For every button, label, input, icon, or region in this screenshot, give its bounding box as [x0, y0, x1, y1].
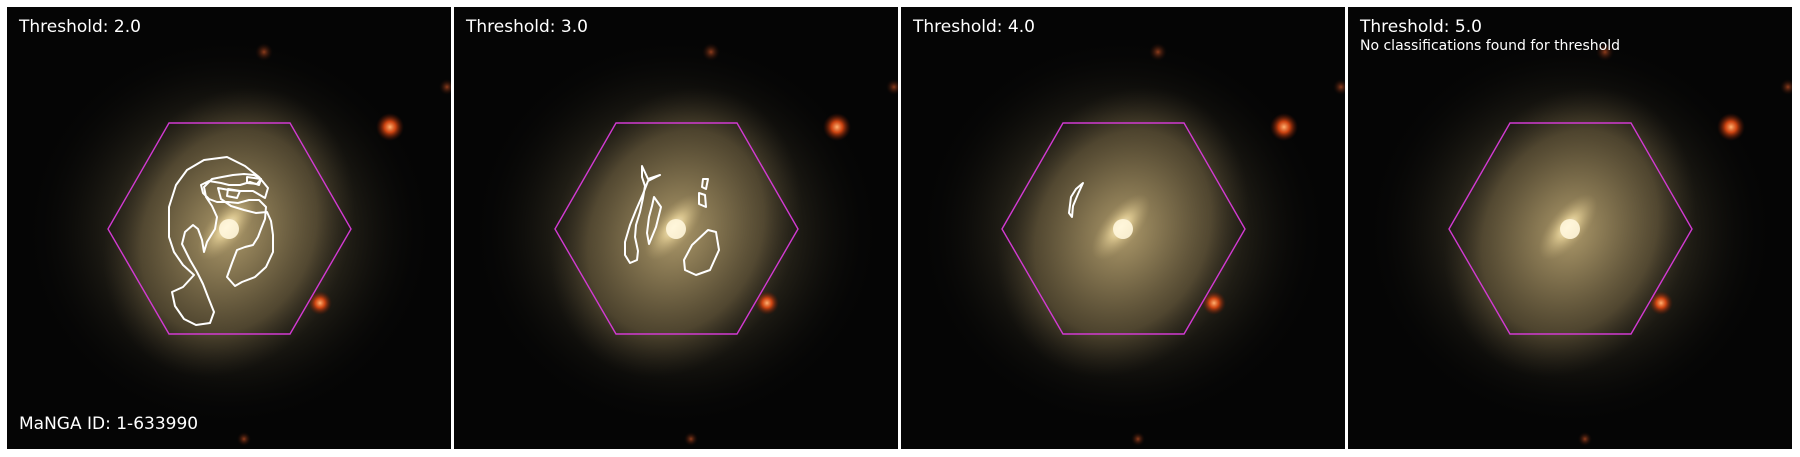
star-marker — [684, 432, 698, 446]
star-marker — [823, 113, 851, 141]
classification-contour — [624, 165, 720, 276]
star-marker — [1149, 43, 1167, 61]
star-marker — [439, 79, 451, 95]
galaxy-image-4 — [1348, 7, 1792, 449]
star-marker — [1780, 79, 1792, 95]
classification-contour — [168, 156, 274, 326]
ifu-hexagon — [1001, 122, 1246, 335]
star-marker — [1596, 43, 1614, 61]
galaxy-image-1 — [7, 7, 451, 449]
panel-threshold-3: Threshold: 3.0 — [454, 7, 898, 449]
star-marker — [376, 113, 404, 141]
star-marker — [308, 291, 332, 315]
star-marker — [1333, 79, 1345, 95]
galaxy-image-2 — [454, 7, 898, 449]
star-marker — [1270, 113, 1298, 141]
no-classifications-note: No classifications found for threshold — [1360, 38, 1620, 54]
star-marker — [1717, 113, 1745, 141]
star-marker — [237, 432, 251, 446]
star-marker — [702, 43, 720, 61]
threshold-label: Threshold: 4.0 — [913, 17, 1035, 37]
classification-contour — [1068, 182, 1084, 218]
star-marker — [1649, 291, 1673, 315]
panel-threshold-2: Threshold: 2.0 MaNGA ID: 1-633990 — [7, 7, 451, 449]
star-marker — [886, 79, 898, 95]
ifu-hexagon — [107, 122, 352, 335]
star-marker — [255, 43, 273, 61]
ifu-hexagon — [1448, 122, 1693, 335]
manga-id-label: MaNGA ID: 1-633990 — [19, 414, 199, 434]
panel-threshold-5: Threshold: 5.0 No classifications found … — [1348, 7, 1792, 449]
threshold-label: Threshold: 3.0 — [466, 17, 588, 37]
threshold-label: Threshold: 2.0 — [19, 17, 141, 37]
star-marker — [1202, 291, 1226, 315]
panel-threshold-4: Threshold: 4.0 — [901, 7, 1345, 449]
galaxy-image-3 — [901, 7, 1345, 449]
star-marker — [1131, 432, 1145, 446]
star-marker — [1578, 432, 1592, 446]
star-marker — [755, 291, 779, 315]
threshold-label: Threshold: 5.0 — [1360, 17, 1482, 37]
ifu-hexagon — [554, 122, 799, 335]
